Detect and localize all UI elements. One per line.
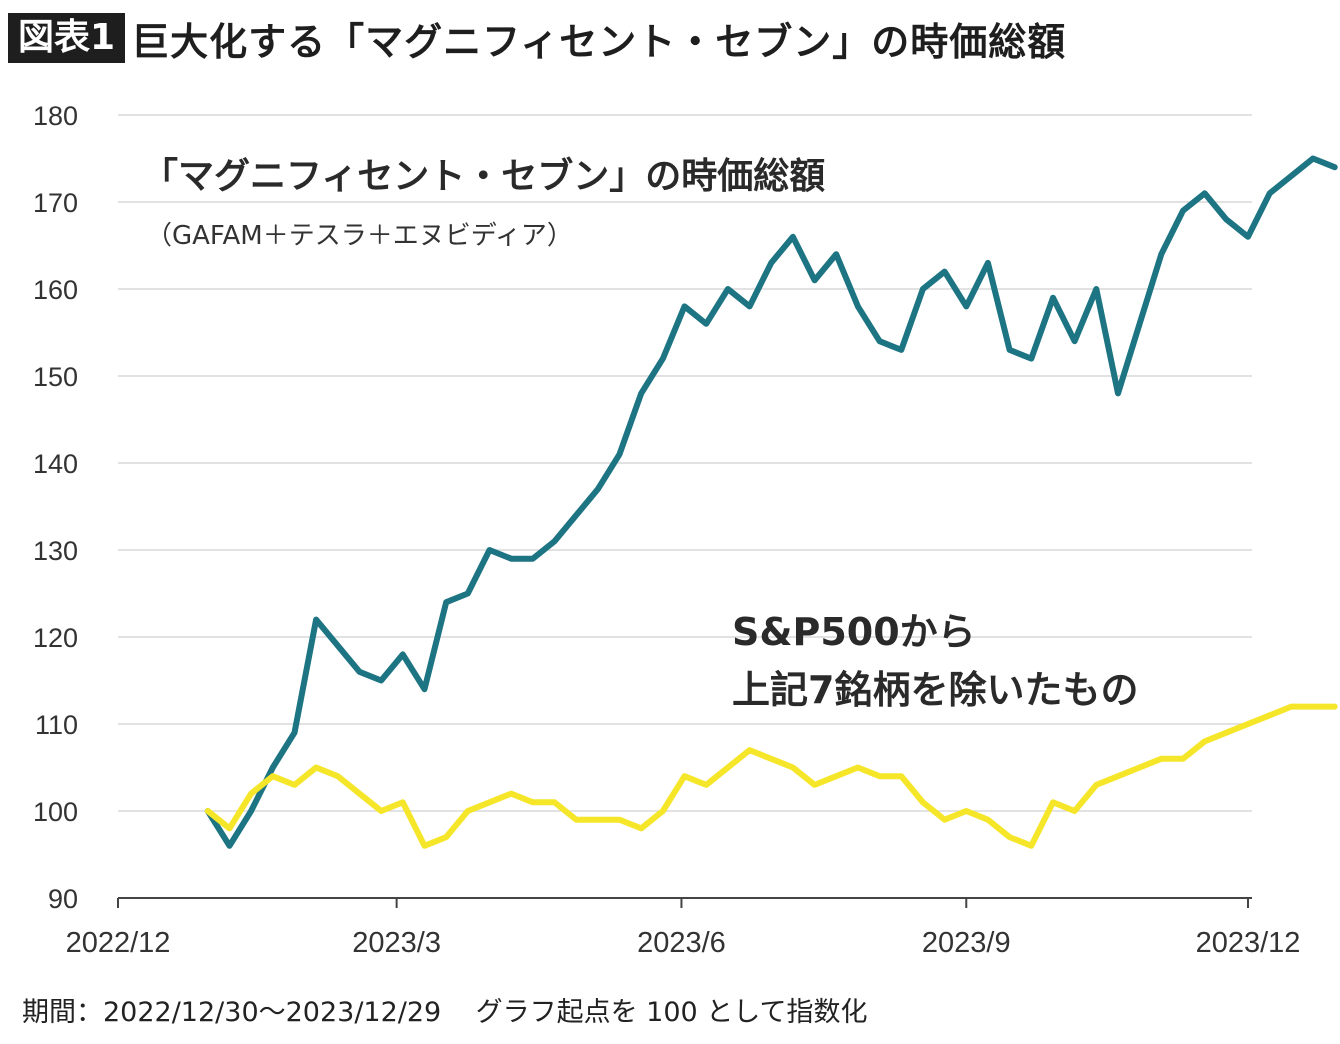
sp493-line	[204, 703, 1338, 849]
y-tick-label: 130	[33, 536, 78, 566]
y-tick-label: 90	[48, 884, 78, 914]
y-tick-label: 100	[33, 797, 78, 827]
x-tick-label: 2023/9	[922, 927, 1011, 959]
y-tick-label: 140	[33, 449, 78, 479]
y-tick-label: 110	[35, 710, 78, 740]
y-tick-label: 120	[33, 623, 78, 653]
chart-footer: 期間：2022/12/30〜2023/12/29 グラフ起点を 100 として指…	[22, 990, 867, 1029]
figure-header: 図表1 巨大化する「マグニフィセント・セブン」の時価総額	[8, 10, 1066, 66]
market-cap-chart: 90 100 110 120 130 140 150 160 170 180 2022/12 2023…	[33, 101, 1338, 959]
y-tick-label: 170	[33, 188, 78, 218]
x-tick-label: 2022/12	[66, 927, 171, 959]
x-tick-label: 2023/12	[1196, 927, 1301, 959]
x-tick-label: 2023/6	[637, 927, 726, 959]
period-label: 期間：2022/12/30〜2023/12/29	[22, 997, 442, 1028]
y-tick-label: 160	[33, 275, 78, 305]
y-tick-label: 150	[33, 362, 78, 392]
sp493-annotation-line1: S&P500から	[732, 610, 976, 654]
sp493-annotation-line2: 上記7銘柄を除いたもの	[732, 668, 1138, 712]
mag7-line	[204, 155, 1338, 849]
mag7-sub-annotation: （GAFAM＋テスラ＋エヌビディア）	[146, 221, 573, 251]
y-tick-label: 180	[33, 101, 78, 131]
index-note: グラフ起点を 100 として指数化	[475, 997, 868, 1028]
mag7-annotation: 「マグニフィセント・セブン」の時価総額	[142, 155, 825, 197]
x-tick-label: 2023/3	[352, 927, 441, 959]
figure-badge: 図表1	[8, 13, 126, 63]
figure-title: 巨大化する「マグニフィセント・セブン」の時価総額	[131, 19, 1067, 64]
